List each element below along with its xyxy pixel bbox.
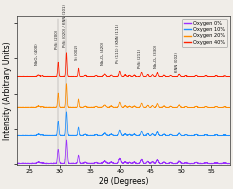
Text: PtSi (200): PtSi (200) — [55, 29, 59, 49]
Text: KNN (002): KNN (002) — [175, 53, 179, 73]
Text: NbO₂ (400): NbO₂ (400) — [35, 44, 39, 65]
Text: PtSi (211): PtSi (211) — [138, 49, 142, 68]
Text: Si (002): Si (002) — [75, 44, 79, 60]
Text: Pt (111) / KNN (111): Pt (111) / KNN (111) — [116, 23, 120, 63]
Text: PtSi (020) / KNN (101): PtSi (020) / KNN (101) — [63, 4, 67, 47]
Y-axis label: Intensity (Arbitrary Units): Intensity (Arbitrary Units) — [3, 41, 13, 140]
Legend: Oxygen 0%, Oxygen 10%, Oxygen 20%, Oxygen 40%: Oxygen 0%, Oxygen 10%, Oxygen 20%, Oxyge… — [182, 19, 227, 46]
X-axis label: 2θ (Degrees): 2θ (Degrees) — [99, 177, 148, 186]
Text: Nb₂O₅ (330): Nb₂O₅ (330) — [154, 45, 158, 68]
Text: Nb₂O₅ (420): Nb₂O₅ (420) — [101, 42, 105, 65]
